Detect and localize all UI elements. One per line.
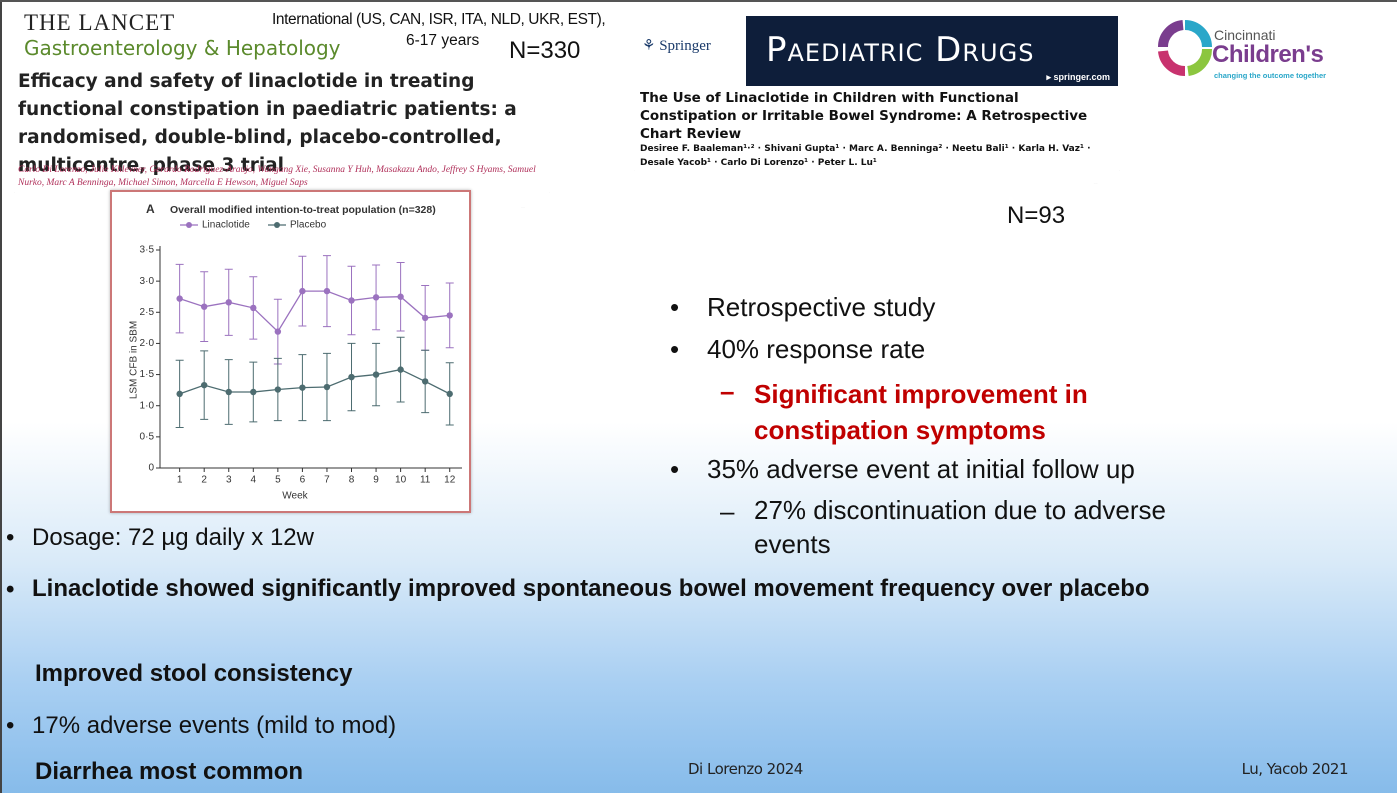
edge xyxy=(0,2,2,793)
chart-title: Overall modified intention-to-treat popu… xyxy=(170,204,436,216)
data-point xyxy=(372,294,380,301)
panel-label: A xyxy=(146,202,155,216)
logo-top: Cincinnati xyxy=(1214,27,1276,43)
bullet-text: Diarrhea most common xyxy=(35,758,304,785)
citation: Lu, Yacob 2021 xyxy=(1241,760,1349,778)
x-tick-label: 9 xyxy=(373,475,379,486)
data-point xyxy=(274,328,282,335)
bullet-text: Linaclotide showed significantly improve… xyxy=(32,575,1150,602)
bullet: • xyxy=(6,712,15,739)
bullet-text: 40% response rate xyxy=(707,334,926,364)
bullet: • xyxy=(6,524,15,551)
bullet: • xyxy=(670,292,680,322)
bullet-text: 35% adverse event at initial follow up xyxy=(707,454,1135,484)
x-tick-label: 4 xyxy=(251,475,257,486)
logo-name: Children's xyxy=(1212,41,1324,68)
data-point xyxy=(225,299,232,306)
data-point xyxy=(348,297,355,304)
ages: 6-17 years xyxy=(406,32,480,50)
series-line xyxy=(179,290,450,333)
data-point xyxy=(200,381,208,389)
logo: Cincinnati Children's changing the outco… xyxy=(1158,19,1343,83)
x-tick-label: 7 xyxy=(324,475,330,486)
logo-tagline: changing the outcome together xyxy=(1214,71,1327,80)
series-line xyxy=(179,368,451,395)
y-tick-label: 2·5 xyxy=(140,307,155,318)
data-point xyxy=(299,287,306,295)
data-point xyxy=(372,371,380,378)
chart-figure: A Overall modified intention-to-treat po… xyxy=(110,190,471,513)
bullet-text: Retrospective study xyxy=(707,292,936,322)
data-point xyxy=(446,390,453,398)
bullet-text: Improved stool consistency xyxy=(35,660,353,687)
y-tick-label: 2·0 xyxy=(140,338,155,349)
masthead: Paediatric Drugs ▸ springer.com xyxy=(746,16,1118,86)
legend-marker xyxy=(186,222,192,228)
citation: Di Lorenzo 2024 xyxy=(688,760,803,778)
data-point xyxy=(250,388,257,396)
data-point xyxy=(176,390,183,398)
dash: – xyxy=(720,376,735,406)
x-tick-label: 3 xyxy=(226,475,232,486)
data-point xyxy=(323,383,331,391)
dash: – xyxy=(720,496,735,526)
data-point xyxy=(299,384,306,391)
data-point xyxy=(348,373,355,381)
data-point xyxy=(225,388,232,396)
legend-label: Linaclotide xyxy=(202,220,250,231)
bullet: • xyxy=(670,334,680,364)
x-tick-label: 12 xyxy=(444,475,456,486)
data-point xyxy=(323,287,331,295)
y-tick-label: 0 xyxy=(148,463,154,474)
y-tick-label: 1·0 xyxy=(140,400,155,411)
chart: A Overall modified intention-to-treat po… xyxy=(129,202,462,502)
data-point xyxy=(446,312,453,319)
url: ▸ springer.com xyxy=(1046,72,1110,82)
publisher: ⚘ Springer xyxy=(642,38,711,54)
authors: Carlo Di Lorenzo, Julie Khlevner, Gerard… xyxy=(18,165,536,188)
springer-clipping: ⚘ Springer Paediatric Drugs ▸ springer.c… xyxy=(634,14,1120,184)
legend-label: Placebo xyxy=(290,220,327,231)
legend-marker xyxy=(274,222,280,228)
bullet-text: Significant improvement in constipation … xyxy=(754,379,1088,445)
x-tick-label: 1 xyxy=(177,475,183,486)
data-point xyxy=(421,378,429,385)
sample-size: N=93 xyxy=(1007,202,1066,229)
data-point xyxy=(176,295,183,302)
y-tick-label: 3·5 xyxy=(140,245,155,256)
subjournal: Gastroenterology & Hepatology xyxy=(24,36,341,60)
bullet-text: Dosage: 72 µg daily x 12w xyxy=(32,524,314,551)
authors: Desiree F. Baaleman¹·² · Shivani Gupta¹ … xyxy=(640,144,1091,168)
bullet: • xyxy=(6,576,15,603)
data-point xyxy=(274,386,282,393)
publisher-name: Springer xyxy=(659,38,711,54)
population: International (US, CAN, ISR, ITA, NLD, U… xyxy=(272,11,606,29)
y-axis-label: LSM CFB in SBM xyxy=(129,321,140,399)
x-tick-label: 5 xyxy=(275,475,281,486)
bullet: • xyxy=(670,454,680,484)
data-point xyxy=(421,314,429,322)
journal: Paediatric Drugs xyxy=(766,30,1035,70)
y-tick-label: 3·0 xyxy=(140,276,155,287)
logo-mark xyxy=(1158,20,1212,77)
x-tick-label: 2 xyxy=(201,475,207,486)
x-tick-label: 10 xyxy=(395,475,407,486)
data-point xyxy=(250,304,257,312)
x-tick-label: 6 xyxy=(300,475,306,486)
data-point xyxy=(200,303,208,310)
x-axis-label: Week xyxy=(282,491,308,502)
article-title: The Use of Linaclotide in Children with … xyxy=(640,90,1088,142)
data-point xyxy=(397,293,404,300)
x-tick-label: 11 xyxy=(420,475,431,486)
bullet-text: 17% adverse events (mild to mod) xyxy=(32,712,397,739)
sample-size: N=330 xyxy=(509,37,581,64)
y-tick-label: 0·5 xyxy=(140,431,155,442)
x-tick-label: 8 xyxy=(349,475,355,486)
journal: THE LANCET xyxy=(24,10,176,35)
y-tick-label: 1·5 xyxy=(140,369,155,380)
article-title: Efficacy and safety of linaclotide in tr… xyxy=(18,71,517,176)
bullet-text: 27% discontinuation due to adverse event… xyxy=(754,495,1166,559)
data-point xyxy=(397,366,404,373)
